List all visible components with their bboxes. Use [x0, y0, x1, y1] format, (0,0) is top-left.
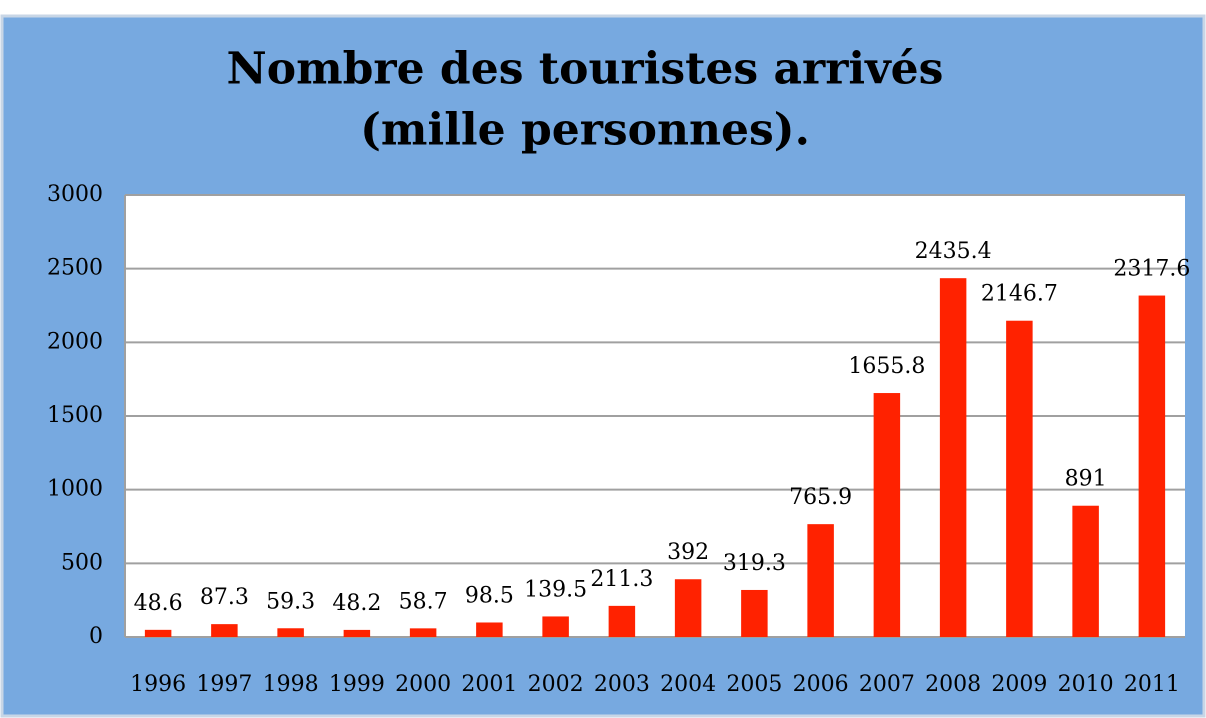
value-label: 139.5 — [524, 577, 587, 602]
bar — [674, 579, 702, 637]
x-tick-label: 2011 — [1124, 672, 1180, 697]
y-tick-label: 2000 — [47, 329, 103, 354]
bar — [741, 589, 768, 637]
y-tick-label: 1500 — [47, 403, 103, 428]
y-tick-label: 500 — [61, 550, 103, 575]
bar — [277, 628, 304, 637]
value-label: 98.5 — [465, 583, 514, 608]
value-label: 59.3 — [266, 589, 315, 614]
y-tick-label: 3000 — [47, 182, 103, 207]
chart-title: (mille personnes). — [360, 105, 810, 156]
x-tick-label: 2007 — [859, 672, 915, 697]
value-label: 891 — [1065, 467, 1107, 492]
x-tick-label: 2004 — [660, 672, 716, 697]
x-tick-label: 2002 — [528, 672, 584, 697]
chart-title: Nombre des touristes arrivés — [227, 44, 944, 95]
bar — [1138, 295, 1166, 637]
value-label: 2435.4 — [915, 239, 992, 264]
value-label: 319.3 — [723, 551, 786, 576]
value-label: 58.7 — [399, 589, 448, 614]
bar — [476, 622, 503, 637]
y-tick-label: 0 — [89, 624, 103, 649]
x-tick-label: 1999 — [329, 672, 385, 697]
x-tick-label: 2003 — [594, 672, 650, 697]
bar — [542, 616, 569, 637]
x-tick-label: 2005 — [726, 672, 782, 697]
bar — [343, 629, 371, 637]
value-label: 765.9 — [789, 485, 852, 510]
value-label: 87.3 — [200, 585, 249, 610]
y-tick-label: 1000 — [47, 477, 103, 502]
value-label: 211.3 — [590, 567, 653, 592]
x-tick-label: 2006 — [793, 672, 849, 697]
bar — [1006, 320, 1033, 637]
x-tick-label: 2009 — [991, 672, 1047, 697]
bar — [409, 628, 437, 637]
x-tick-label: 2001 — [461, 672, 517, 697]
x-tick-label: 1997 — [196, 672, 252, 697]
y-tick-label: 2500 — [47, 256, 103, 281]
value-label: 392 — [667, 540, 709, 565]
value-label: 1655.8 — [848, 354, 925, 379]
x-tick-label: 2008 — [925, 672, 981, 697]
bar — [807, 524, 834, 637]
value-label: 2317.6 — [1113, 257, 1190, 282]
bar — [873, 393, 901, 637]
bar — [144, 629, 172, 637]
value-label: 48.6 — [134, 591, 183, 616]
x-tick-label: 2010 — [1058, 672, 1114, 697]
bar — [608, 605, 636, 637]
x-tick-label: 1998 — [263, 672, 319, 697]
x-tick-label: 1996 — [130, 672, 186, 697]
value-label: 2146.7 — [981, 282, 1058, 307]
bar — [211, 624, 238, 637]
bar — [1072, 505, 1099, 637]
bar — [939, 278, 967, 637]
value-label: 48.2 — [332, 591, 381, 616]
x-tick-label: 2000 — [395, 672, 451, 697]
